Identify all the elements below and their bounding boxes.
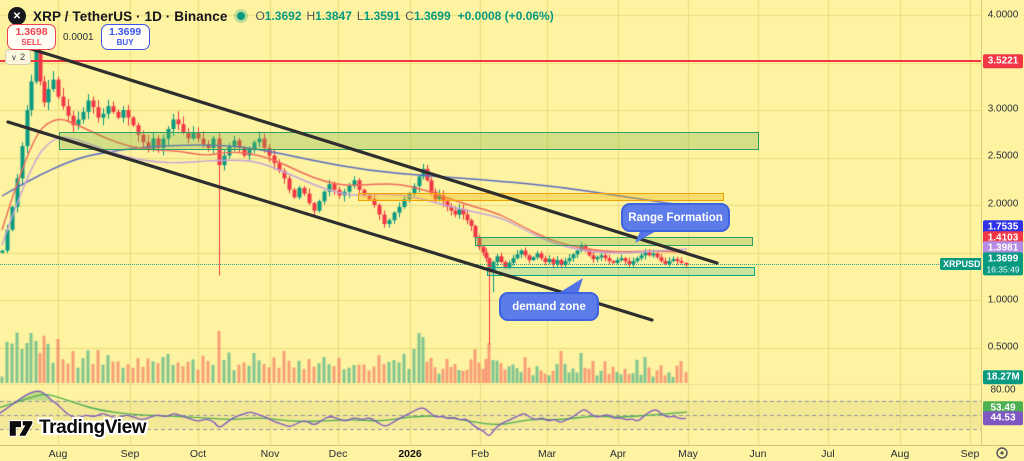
price-label-1.3981: 1.3981 <box>983 241 1023 255</box>
current-price-dotted-line <box>0 264 981 265</box>
price-label-0.5000: 0.5000 <box>987 341 1019 353</box>
time-label-aug: Aug <box>48 448 68 460</box>
symbol-price-tag: XRPUSDT <box>940 258 990 270</box>
demand-zone-box[interactable] <box>487 267 755 276</box>
resistance-zone-orange[interactable] <box>358 193 724 201</box>
time-label-sep: Sep <box>960 448 980 460</box>
price-label-1.3699: 1.3699 16:35:49 <box>983 252 1023 276</box>
tradingview-watermark[interactable]: TradingView <box>8 417 147 439</box>
price-label-1.0000: 1.0000 <box>987 294 1019 306</box>
price-label-44.53: 44.53 <box>983 411 1023 425</box>
chevron-down-icon: ∨ <box>11 52 17 62</box>
range-zone-mid[interactable] <box>475 237 753 246</box>
price-label-4.0000: 4.0000 <box>987 9 1019 21</box>
callout-range-formation[interactable]: Range Formation <box>621 203 730 232</box>
supply-zone-upper[interactable] <box>59 132 759 150</box>
countdown-timer: 16:35:49 <box>986 263 1020 274</box>
time-label-apr: Apr <box>609 448 627 460</box>
price-change: +0.0008 (+0.06%) <box>457 9 554 23</box>
trend-channel-upper-line[interactable] <box>26 46 719 265</box>
buy-sell-widget: 1.3698 SELL 0.0001 1.3699 BUY <box>7 24 150 50</box>
xrp-logo-icon: ✕ <box>8 7 26 25</box>
tradingview-watermark-text: TradingView <box>39 417 147 438</box>
time-label-mar: Mar <box>537 448 557 460</box>
time-label-nov: Nov <box>260 448 280 460</box>
callout-demand-zone[interactable]: demand zone <box>499 292 599 321</box>
time-label-may: May <box>678 448 698 460</box>
ohlc-values: O1.3692 H1.3847 L1.3591 C1.3699 <box>255 9 451 23</box>
symbol-legend[interactable]: ✕ XRP / TetherUS · 1D · Binance O1.3692 … <box>8 7 554 25</box>
price-label-80.00: 80.00 <box>990 384 1016 396</box>
spread-value: 0.0001 <box>63 31 94 43</box>
price-label-3.0000: 3.0000 <box>987 103 1019 115</box>
time-label-dec: Dec <box>328 448 348 460</box>
trend-channel <box>6 46 719 322</box>
tradingview-logo-icon <box>8 420 34 437</box>
chart-canvas[interactable] <box>0 0 981 445</box>
price-label-3.5221: 3.5221 <box>983 54 1023 68</box>
price-label-2.0000: 2.0000 <box>987 198 1019 210</box>
time-label-sep: Sep <box>120 448 140 460</box>
price-axis[interactable]: 4.0000 3.5221 3.0000 2.5000 2.0000 1.7535 1.41… <box>981 0 1024 445</box>
settings-gear-icon[interactable] <box>995 446 1009 460</box>
price-label-1.7535: 1.7535 <box>983 220 1023 234</box>
trend-channel-lower-line[interactable] <box>6 120 654 322</box>
resistance-price-line[interactable] <box>0 60 981 62</box>
time-label-oct: Oct <box>189 448 207 460</box>
time-label-jun: Jun <box>749 448 767 460</box>
sell-button[interactable]: 1.3698 SELL <box>7 24 56 50</box>
time-label-2026: 2026 <box>398 448 422 460</box>
time-axis[interactable]: Aug Sep Oct Nov Dec 2026 Feb Mar Apr May Jun Jul Aug… <box>0 445 1024 461</box>
market-status-dot-icon <box>237 12 246 20</box>
indicators-collapse-chip[interactable]: ∨ 2 <box>5 49 32 65</box>
time-label-jul: Jul <box>821 448 835 460</box>
buy-button[interactable]: 1.3699 BUY <box>100 24 150 50</box>
symbol-title[interactable]: XRP / TetherUS · 1D · Binance <box>33 8 228 24</box>
time-label-aug: Aug <box>890 448 910 460</box>
price-label-2.5000: 2.5000 <box>987 150 1019 162</box>
price-label-18.27M: 18.27M <box>983 370 1023 384</box>
time-label-feb: Feb <box>470 448 490 460</box>
